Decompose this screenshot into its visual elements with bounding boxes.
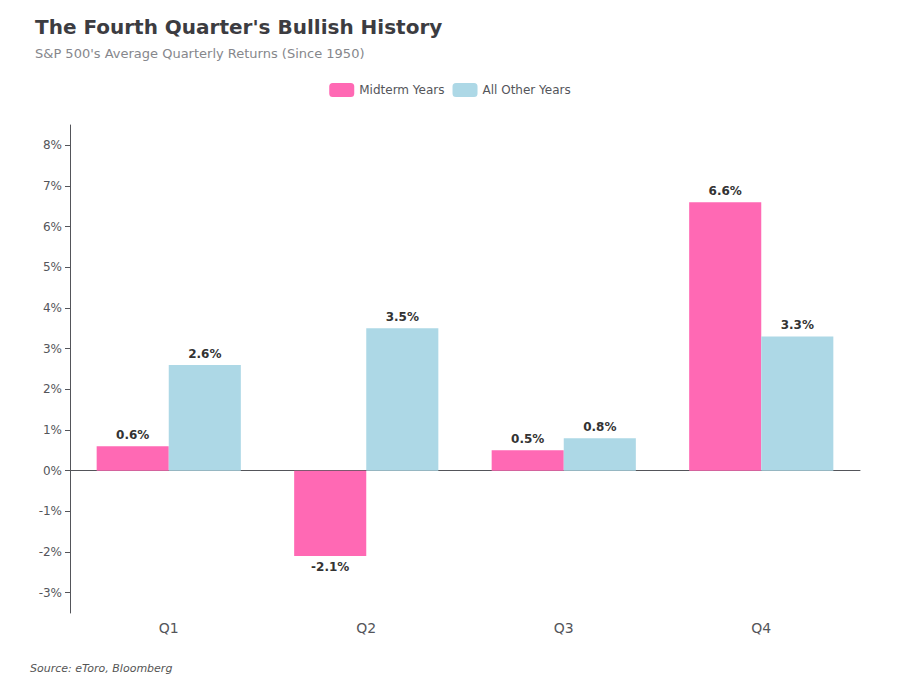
svg-text:2%: 2% bbox=[43, 382, 62, 396]
svg-text:0%: 0% bbox=[43, 464, 62, 478]
svg-text:5%: 5% bbox=[43, 260, 62, 274]
svg-text:3.5%: 3.5% bbox=[386, 310, 419, 324]
svg-text:8%: 8% bbox=[43, 138, 62, 152]
svg-text:0.6%: 0.6% bbox=[116, 428, 149, 442]
svg-text:6%: 6% bbox=[43, 220, 62, 234]
svg-text:0.8%: 0.8% bbox=[583, 420, 616, 434]
svg-text:Q4: Q4 bbox=[751, 620, 771, 636]
svg-text:1%: 1% bbox=[43, 423, 62, 437]
svg-text:Q2: Q2 bbox=[356, 620, 376, 636]
svg-text:0.5%: 0.5% bbox=[511, 432, 544, 446]
svg-text:S&P 500's Average Quarterly Re: S&P 500's Average Quarterly Returns (Sin… bbox=[35, 46, 364, 61]
svg-text:All Other Years: All Other Years bbox=[483, 83, 571, 97]
svg-text:Source: eToro, Bloomberg: Source: eToro, Bloomberg bbox=[30, 662, 172, 675]
svg-text:4%: 4% bbox=[43, 301, 62, 315]
svg-text:-2.1%: -2.1% bbox=[311, 560, 349, 574]
svg-text:3.3%: 3.3% bbox=[781, 318, 814, 332]
svg-text:Midterm Years: Midterm Years bbox=[359, 83, 444, 97]
svg-text:3%: 3% bbox=[43, 342, 62, 356]
svg-text:6.6%: 6.6% bbox=[709, 184, 742, 198]
svg-text:-3%: -3% bbox=[39, 586, 62, 600]
svg-text:Q1: Q1 bbox=[159, 620, 179, 636]
svg-text:-1%: -1% bbox=[39, 504, 62, 518]
svg-text:7%: 7% bbox=[43, 179, 62, 193]
svg-text:Q3: Q3 bbox=[554, 620, 574, 636]
svg-text:-2%: -2% bbox=[39, 545, 62, 559]
svg-text:2.6%: 2.6% bbox=[188, 347, 221, 361]
svg-text:The Fourth Quarter's Bullish H: The Fourth Quarter's Bullish History bbox=[35, 15, 442, 39]
